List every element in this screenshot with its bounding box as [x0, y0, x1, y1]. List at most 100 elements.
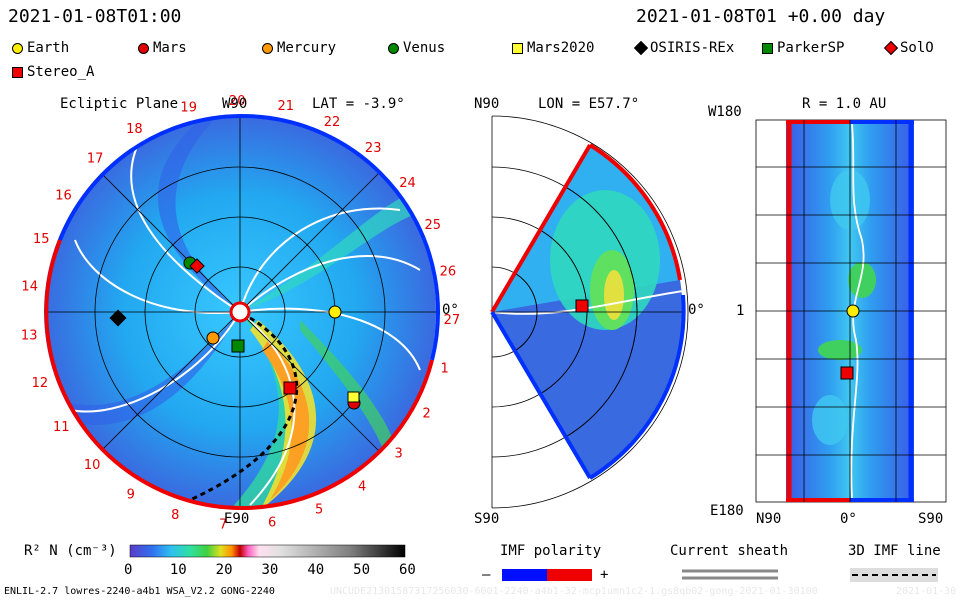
circle-marker-icon	[138, 42, 149, 54]
radial-panel	[755, 119, 947, 503]
carrington-day-label: 11	[53, 420, 70, 435]
legend-label: OSIRIS-REx	[650, 40, 735, 56]
radial-bottom-s-label: S90	[918, 511, 944, 527]
carrington-day-labels: 19 20 212223242526271234567891011121314151…	[21, 94, 460, 532]
colorbar-tick: 30	[261, 562, 279, 578]
circle-marker-icon	[12, 42, 23, 54]
legend-label: Earth	[27, 40, 70, 56]
legend-item-earth: Earth	[12, 40, 69, 56]
sun-marker	[229, 301, 251, 323]
carrington-day-label: 4	[358, 479, 366, 494]
meridional-panel	[490, 115, 689, 509]
carrington-day-label: 25	[425, 218, 442, 233]
legend-item-mars: Mars	[138, 40, 187, 56]
footer-date: 2021-01-30	[896, 586, 957, 597]
carrington-day-label: 21	[278, 99, 295, 114]
square-marker-icon	[762, 42, 773, 54]
carrington-day-label: 9	[127, 488, 135, 503]
carrington-day-label: 14	[21, 280, 38, 295]
ecliptic-bottom-label: E90	[224, 511, 250, 527]
colorbar-tick: 0	[124, 562, 133, 578]
radial-bottom-n-label: N90	[756, 511, 782, 527]
legend-item-parkersp: ParkerSP	[762, 40, 844, 56]
legend-label: Mars	[153, 40, 187, 56]
imf-plus-label: +	[600, 567, 609, 583]
carrington-day-label: 20	[229, 94, 246, 109]
meridional-bottom-label: S90	[474, 511, 500, 527]
footer-run-id: UNCUDE21301587317256030-6001-2240-a4b1-3…	[330, 586, 818, 597]
meridional-lon-label: LON = E57.7°	[538, 96, 640, 112]
colorbar-tick: 20	[215, 562, 233, 578]
imf-negative-bar	[502, 569, 547, 581]
radial-stereo-a-marker	[840, 366, 854, 380]
circle-marker-icon	[262, 42, 273, 54]
colorbar-tick: 60	[399, 562, 416, 578]
ecliptic-panel: 19 20 212223242526271234567891011121314151…	[21, 94, 460, 532]
meridional-top-label: N90	[474, 96, 500, 112]
legend-item-osiris-rex: OSIRIS-REx	[633, 40, 735, 56]
legend-label: Stereo_A	[27, 64, 95, 80]
carrington-day-label: 10	[84, 458, 101, 473]
carrington-day-label: 24	[399, 176, 416, 191]
carrington-day-label: 19	[180, 100, 197, 115]
mercury-marker	[206, 331, 220, 345]
legend-label: Venus	[403, 40, 446, 56]
carrington-day-label: 18	[126, 122, 143, 137]
legend-item-solo: SolO	[883, 40, 934, 56]
carrington-day-label: 5	[315, 503, 323, 518]
legend-label: ParkerSP	[777, 40, 845, 56]
carrington-day-label: 23	[365, 141, 382, 156]
colorbar-tick: 50	[353, 562, 371, 578]
imf-polarity-title: IMF polarity	[500, 543, 602, 559]
imf-line-label: 3D IMF line	[848, 543, 941, 559]
imf-positive-bar	[547, 569, 592, 581]
earth-marker	[328, 305, 342, 319]
meridional-stereo-a-marker	[575, 299, 589, 313]
solo-marker	[189, 258, 205, 274]
carrington-day-label: 26	[440, 264, 457, 279]
current-sheath-label: Current sheath	[670, 543, 789, 559]
carrington-day-label: 7	[219, 517, 227, 532]
radial-r-label: R = 1.0 AU	[802, 96, 887, 112]
legend-item-venus: Venus	[388, 40, 445, 56]
carrington-day-label: 15	[33, 232, 50, 247]
square-marker-icon	[512, 42, 523, 54]
circle-marker-icon	[388, 42, 399, 54]
mars2020-marker	[347, 391, 360, 403]
carrington-day-label: 6	[268, 516, 276, 531]
carrington-day-label: 27	[444, 313, 461, 328]
carrington-day-label: 16	[55, 189, 72, 204]
density-colorbar	[129, 544, 406, 558]
datetime-label: 2021-01-08T01:00	[8, 6, 182, 27]
legend-label: Mercury	[277, 40, 337, 56]
footer-model-info: ENLIL-2.7 lowres-2240-a4b1 WSA_V2.2 GONG…	[4, 586, 275, 597]
ecliptic-lat-label: LAT = -3.9°	[312, 96, 405, 112]
radial-bottom-mid-label: 0°	[840, 511, 857, 527]
carrington-day-label: 8	[171, 508, 179, 523]
parkersp-marker	[231, 339, 245, 353]
carrington-day-label: 13	[21, 328, 38, 343]
radial-mid-left-label: 1	[736, 303, 745, 319]
legend-label: SolO	[900, 40, 934, 56]
radial-top-left-label: W180	[708, 104, 742, 120]
forecast-label: 2021-01-08T01 +0.00 day	[636, 6, 886, 27]
osiris-rex-marker	[109, 309, 127, 327]
legend-label: Mars2020	[527, 40, 595, 56]
carrington-day-label: 2	[422, 407, 430, 422]
carrington-day-label: 22	[324, 115, 341, 130]
colorbar-label: R² N (cm⁻³)	[24, 543, 117, 559]
carrington-day-label: 12	[32, 376, 49, 391]
ecliptic-right-label: 0°	[442, 302, 459, 318]
ecliptic-top-label: W90	[222, 96, 248, 112]
legend-item-mercury: Mercury	[262, 40, 336, 56]
legend-item-mars2020: Mars2020	[512, 40, 594, 56]
stereo-a-marker	[283, 381, 297, 395]
colorbar-tick: 40	[307, 562, 325, 578]
radial-bottom-left-label: E180	[710, 503, 744, 519]
legend-item-stereo-a: Stereo_A	[12, 64, 94, 80]
carrington-day-label: 3	[394, 447, 402, 462]
meridional-right-label: 0°	[688, 302, 705, 318]
ecliptic-title: Ecliptic Plane	[60, 96, 179, 112]
imf-minus-label: –	[482, 567, 491, 583]
